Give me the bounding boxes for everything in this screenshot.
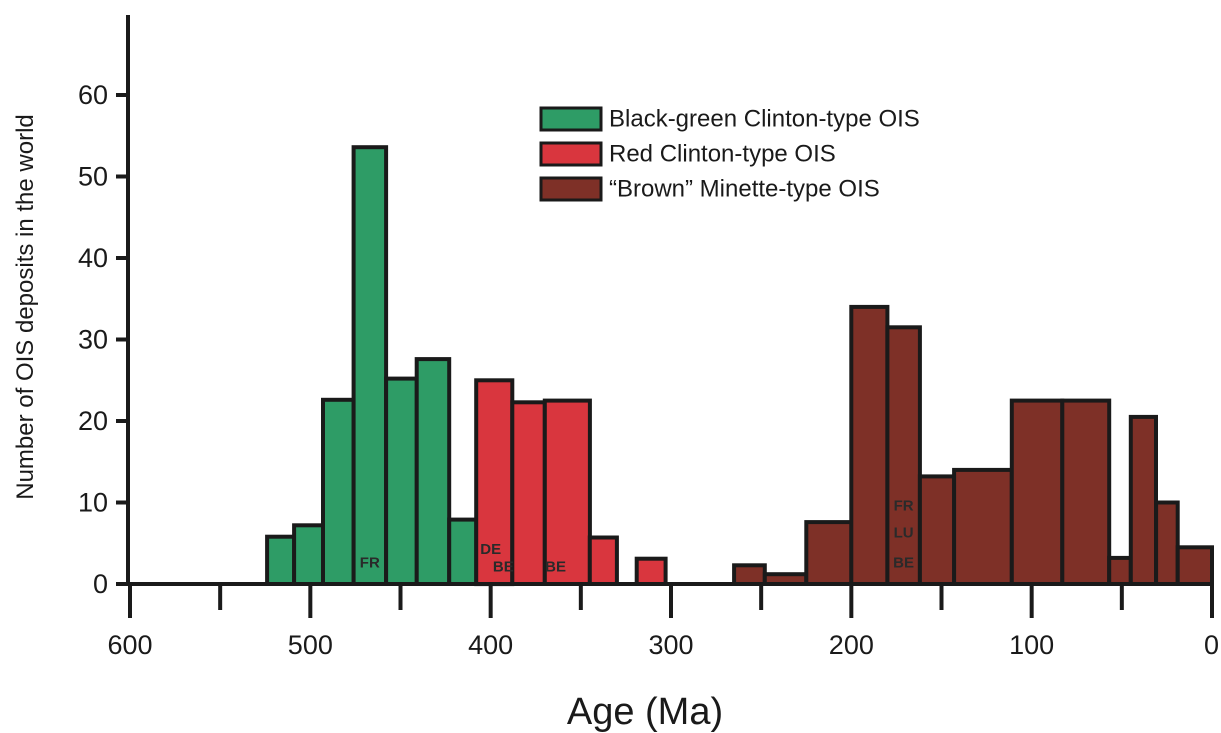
bars-layer — [265, 145, 1214, 587]
legend-label-red-clinton-type-ois: Red Clinton-type OIS — [609, 141, 836, 168]
annotation-label-1: DE — [480, 541, 501, 558]
legend-swatch-brown-minette-type-ois — [539, 176, 603, 202]
series-red-clinton-type-ois — [474, 378, 668, 587]
bar-black-green-clinton-type-ois-6 — [447, 517, 479, 586]
bar-brown-minette-type-ois-2 — [804, 520, 854, 586]
bar-brown-minette-type-ois-6 — [952, 467, 1014, 586]
bar-black-green-clinton-type-ois-2 — [321, 397, 356, 586]
x-tick-label-400: 400 — [468, 630, 513, 660]
x-tick-label-200: 200 — [829, 630, 874, 660]
series-black-green-clinton-type-ois — [265, 145, 479, 587]
x-tick-label-300: 300 — [648, 630, 693, 660]
axes-layer: 0 10 20 30 40 50 60 600 500 400 300 200 100 0 — [78, 15, 1219, 660]
bar-black-green-clinton-type-ois-5 — [414, 357, 452, 586]
bar-brown-minette-type-ois-5 — [917, 474, 957, 586]
y-tick-label-30: 30 — [78, 325, 108, 355]
annotation-label-0: FR — [360, 555, 380, 572]
x-tick-label-600: 600 — [107, 630, 152, 660]
series-brown-minette-type-ois — [732, 304, 1214, 587]
annotation-label-5: LU — [894, 524, 914, 541]
bar-brown-minette-type-ois-8 — [1060, 398, 1112, 586]
annotation-label-6: BE — [893, 555, 914, 572]
y-tick-label-60: 60 — [78, 80, 108, 110]
bar-brown-minette-type-ois-7 — [1009, 398, 1065, 586]
annotation-label-2: BE — [493, 559, 514, 576]
bar-red-clinton-type-ois-4 — [634, 556, 668, 587]
x-axis-title: Age (Ma) — [567, 691, 723, 733]
legend-swatch-black-green-clinton-type-ois — [539, 106, 603, 132]
y-tick-label-50: 50 — [78, 162, 108, 192]
legend-label-black-green-clinton-type-ois: Black-green Clinton-type OIS — [609, 106, 920, 133]
x-tick-label-100: 100 — [1009, 630, 1054, 660]
y-tick-label-20: 20 — [78, 406, 108, 436]
bar-red-clinton-type-ois-1 — [510, 400, 547, 586]
x-tick-label-0: 0 — [1204, 630, 1219, 660]
legend: Black-green Clinton-type OIS Red Clinton-… — [539, 106, 920, 203]
bar-brown-minette-type-ois-0 — [732, 563, 767, 586]
bar-brown-minette-type-ois-11 — [1154, 500, 1180, 586]
bar-brown-minette-type-ois-12 — [1175, 545, 1214, 586]
annotation-label-3: BE — [545, 559, 566, 576]
bar-brown-minette-type-ois-10 — [1128, 414, 1159, 586]
bar-brown-minette-type-ois-4 — [885, 325, 922, 586]
bar-black-green-clinton-type-ois-3 — [351, 145, 389, 586]
legend-label-brown-minette-type-ois: “Brown” Minette-type OIS — [609, 176, 880, 203]
bar-black-green-clinton-type-ois-0 — [265, 534, 297, 587]
y-tick-label-10: 10 — [78, 488, 108, 518]
y-tick-label-0: 0 — [93, 569, 108, 599]
x-tick-label-500: 500 — [288, 630, 333, 660]
bar-black-green-clinton-type-ois-1 — [292, 523, 326, 586]
annotation-label-4: FR — [894, 498, 914, 515]
bar-red-clinton-type-ois-3 — [587, 535, 619, 586]
bar-brown-minette-type-ois-9 — [1107, 555, 1133, 587]
legend-swatch-red-clinton-type-ois — [539, 141, 603, 167]
bar-black-green-clinton-type-ois-4 — [384, 376, 419, 586]
bar-brown-minette-type-ois-3 — [849, 304, 890, 586]
bar-red-clinton-type-ois-2 — [542, 398, 592, 586]
y-axis-title: Number of OIS deposits in the world — [12, 114, 39, 500]
y-tick-label-40: 40 — [78, 243, 108, 273]
